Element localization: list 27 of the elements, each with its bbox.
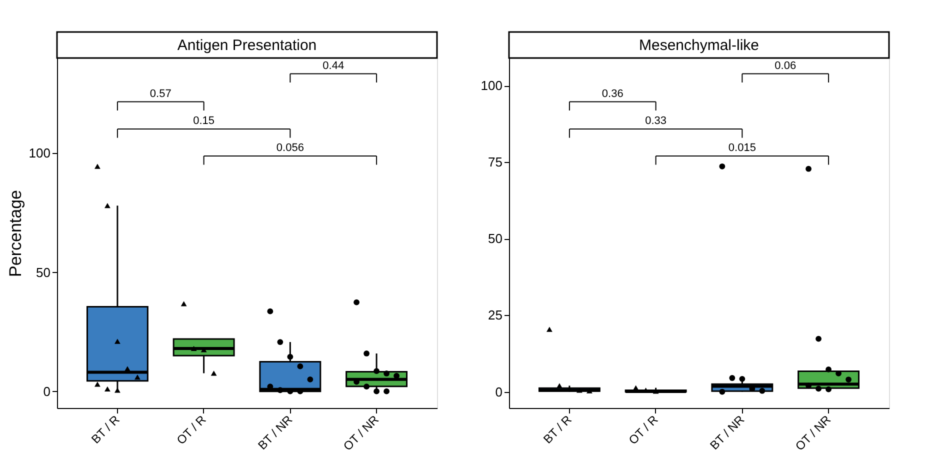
x-tick-label: OT / R xyxy=(626,412,661,448)
annotation: 0.06 xyxy=(774,60,796,72)
x-tick-label: BT / NR xyxy=(707,412,748,452)
y-tick-label: 75 xyxy=(488,154,502,170)
x-tick-label: BT / R xyxy=(88,412,123,446)
x-tick-label: BT / NR xyxy=(255,412,296,452)
x-tick-label: OT / NR xyxy=(340,412,382,454)
y-tick-label: 100 xyxy=(480,78,502,94)
y-tick-label: 50 xyxy=(488,231,502,246)
annotation: 0.44 xyxy=(322,60,344,72)
annotation: 0.056 xyxy=(276,142,304,154)
y-tick-label: 0 xyxy=(495,384,502,400)
annotation: 0.15 xyxy=(193,115,215,128)
annotation: 0.36 xyxy=(602,88,624,100)
chart-title: Mesenchymal-like xyxy=(638,37,760,54)
annotation: 0.015 xyxy=(728,142,756,154)
y-tick-label: 0 xyxy=(43,384,50,399)
y-tick-label: 50 xyxy=(36,264,50,280)
chart-title: Antigen Presentation xyxy=(177,37,317,54)
y-axis-title: Percentage xyxy=(6,190,25,277)
y-tick-label: 25 xyxy=(488,308,502,323)
x-tick-label: OT / NR xyxy=(792,412,834,454)
annotation: 0.33 xyxy=(645,115,667,128)
x-tick-label: OT / R xyxy=(174,412,209,448)
y-tick-label: 100 xyxy=(28,146,50,161)
x-tick-label: BT / R xyxy=(540,412,575,446)
annotation: 0.57 xyxy=(150,88,172,100)
